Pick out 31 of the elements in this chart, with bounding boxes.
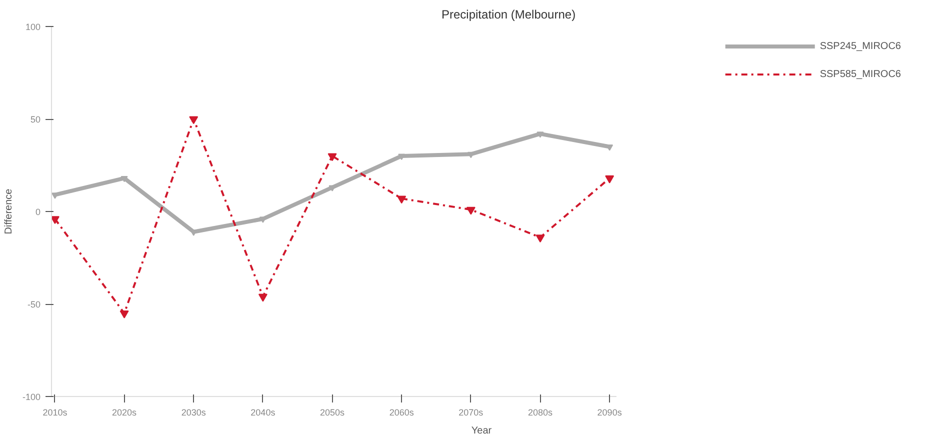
x-tick-label: 2010s xyxy=(42,408,68,418)
y-tick-label: 0 xyxy=(35,207,41,217)
y-tick-label: 50 xyxy=(30,114,41,124)
point xyxy=(536,234,545,243)
point xyxy=(120,176,128,182)
x-tick-label: 2030s xyxy=(181,408,206,418)
point xyxy=(52,216,60,224)
point xyxy=(466,206,476,215)
y-tick-label: 100 xyxy=(25,22,41,32)
point xyxy=(120,310,129,318)
text: SSP585_MIROC6 xyxy=(820,68,901,80)
y-axis-title: Difference xyxy=(3,188,14,234)
x-tick-label: 2090s xyxy=(597,408,622,418)
point xyxy=(398,154,406,160)
x-tick-label: 2080s xyxy=(528,408,554,418)
point xyxy=(397,196,406,204)
point xyxy=(328,153,337,162)
y-tick-label: -100 xyxy=(22,392,40,402)
chart-title: Precipitation (Melbourne) xyxy=(442,8,576,22)
x-tick-label: 2070s xyxy=(458,408,484,418)
point xyxy=(189,116,198,124)
point xyxy=(605,175,614,184)
x-tick-label: 2040s xyxy=(250,408,276,418)
x-axis-title: Year xyxy=(471,426,492,436)
x-tick-label: 2060s xyxy=(389,408,414,418)
x-tick-label: 2050s xyxy=(320,408,346,418)
point xyxy=(536,132,544,138)
x-tick-label: 2020s xyxy=(112,408,138,418)
point xyxy=(258,294,268,302)
y-tick-label: -50 xyxy=(27,300,41,310)
text: SSP245_MIROC6 xyxy=(820,40,901,52)
